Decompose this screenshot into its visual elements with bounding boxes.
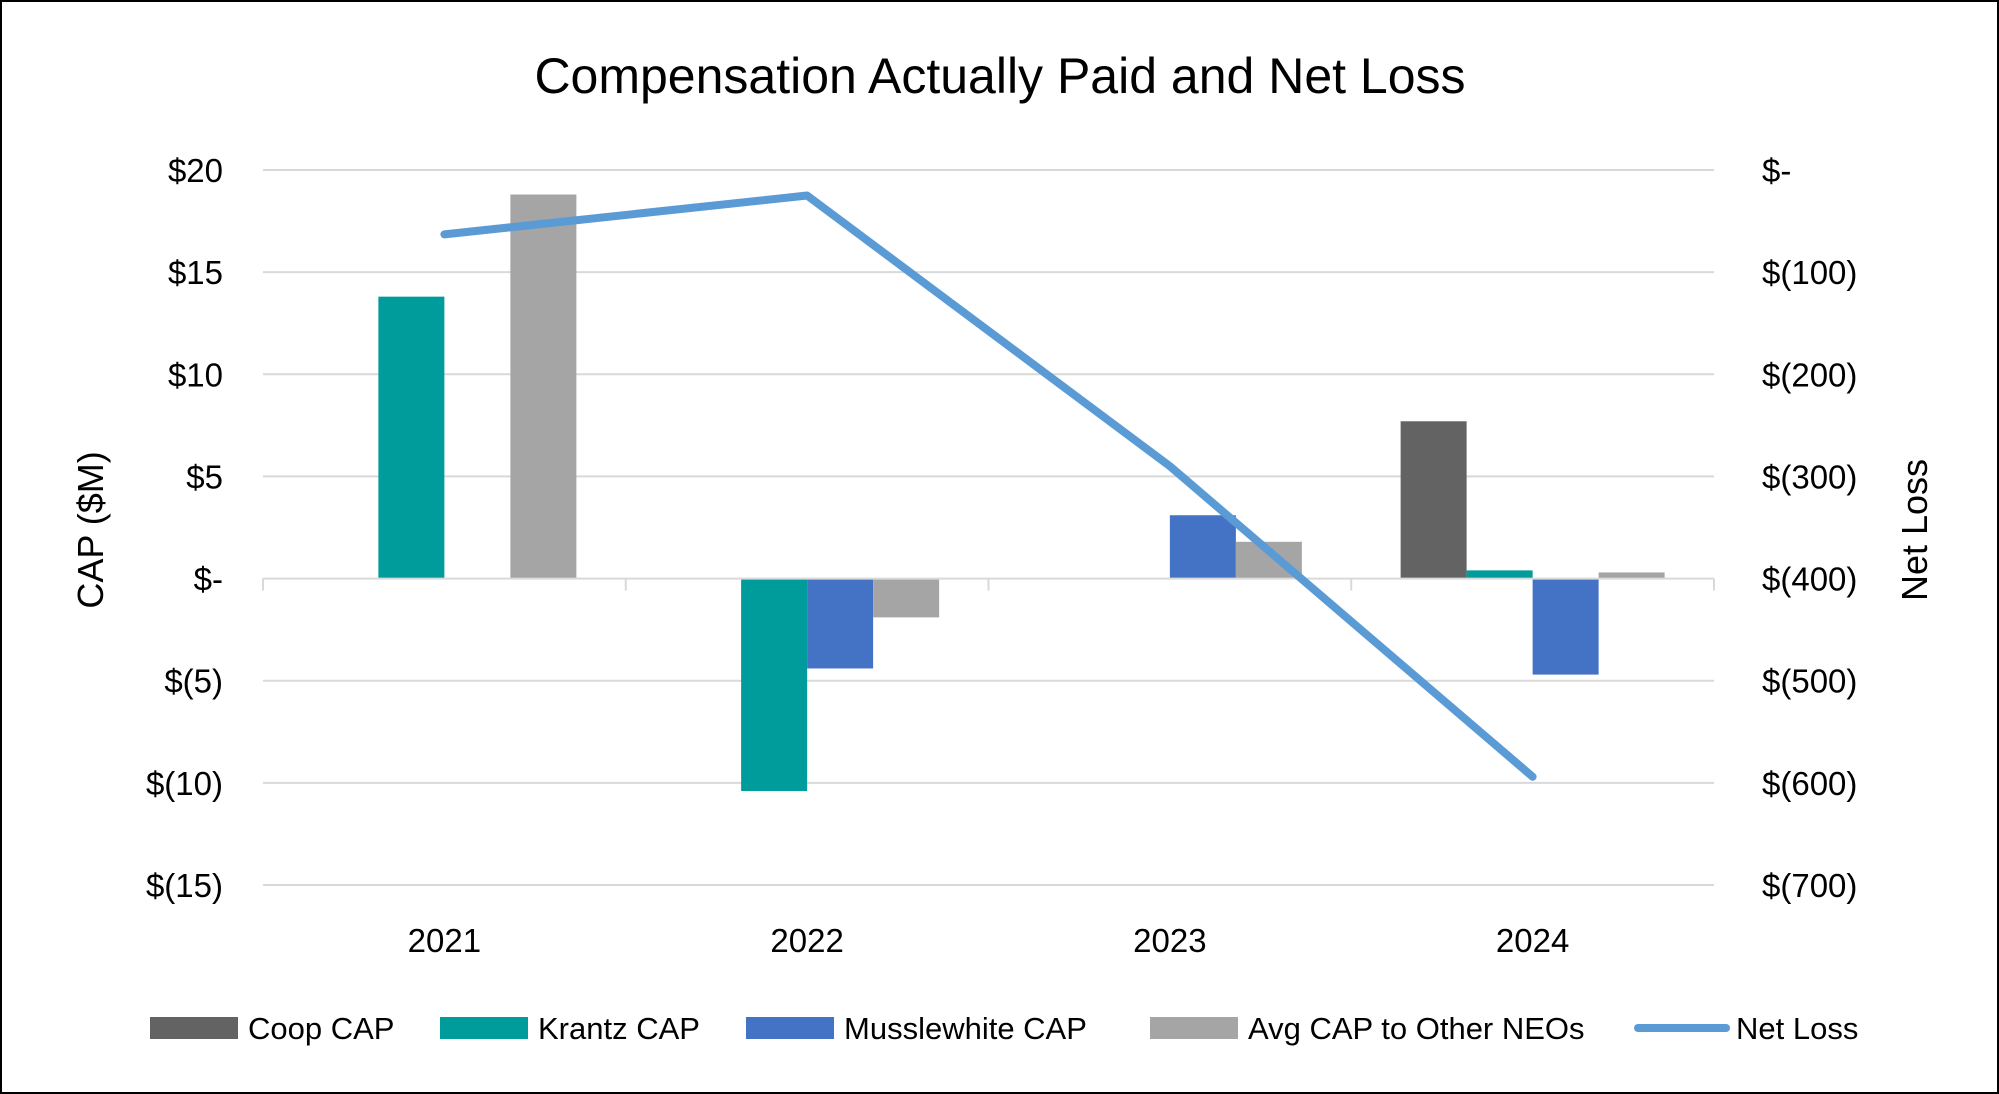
legend-swatch bbox=[440, 1017, 528, 1039]
line-series bbox=[440, 191, 1537, 781]
chart-title: Compensation Actually Paid and Net Loss bbox=[534, 48, 1465, 104]
axes: $20 $15 $10 $5 $- $(5) $(10) $(15) $- $(100) $(200… bbox=[146, 152, 1857, 959]
legend-label: Coop CAP bbox=[248, 1011, 394, 1046]
bar bbox=[510, 194, 577, 579]
legend-swatch bbox=[150, 1017, 238, 1039]
x-tick-label: 2022 bbox=[770, 922, 843, 959]
y2-tick-label: $(700) bbox=[1762, 867, 1857, 904]
bar bbox=[873, 578, 940, 618]
y-axis-label: CAP ($M) bbox=[70, 451, 111, 608]
y-tick-label: $15 bbox=[168, 254, 223, 291]
legend-label: Musslewhite CAP bbox=[844, 1011, 1087, 1046]
y-tick-label: $5 bbox=[186, 458, 223, 495]
y2-tick-label: $(300) bbox=[1762, 458, 1857, 495]
y-tick-label: $20 bbox=[168, 152, 223, 189]
legend-label: Net Loss bbox=[1736, 1011, 1858, 1046]
x-tick-label: 2023 bbox=[1133, 922, 1206, 959]
y2-tick-label: $(100) bbox=[1762, 254, 1857, 291]
y2-axis-label: Net Loss bbox=[1894, 459, 1935, 601]
legend: Coop CAP Krantz CAP Musslewhite CAP Avg CAP… bbox=[150, 1011, 1858, 1046]
y2-tick-label: $(500) bbox=[1762, 663, 1857, 700]
y-tick-label: $(10) bbox=[146, 765, 223, 802]
y-tick-label: $(5) bbox=[164, 663, 223, 700]
bar bbox=[741, 578, 808, 792]
bars bbox=[378, 194, 1665, 792]
gridlines bbox=[263, 169, 1714, 886]
y-tick-label: $10 bbox=[168, 356, 223, 393]
y2-tick-label: $(400) bbox=[1762, 561, 1857, 598]
legend-label: Krantz CAP bbox=[538, 1011, 700, 1046]
y-tick-label: $(15) bbox=[146, 867, 223, 904]
y2-tick-label: $(200) bbox=[1762, 356, 1857, 393]
y-tick-label: $- bbox=[194, 561, 223, 598]
bar bbox=[378, 296, 445, 579]
y2-tick-label: $(600) bbox=[1762, 765, 1857, 802]
net-loss-line bbox=[440, 191, 1537, 781]
x-tick-label: 2021 bbox=[408, 922, 481, 959]
bar bbox=[1400, 421, 1467, 579]
y2-tick-label: $- bbox=[1762, 152, 1791, 189]
bar bbox=[807, 578, 874, 669]
legend-label: Avg CAP to Other NEOs bbox=[1248, 1011, 1585, 1046]
legend-swatch bbox=[746, 1017, 834, 1039]
legend-swatch bbox=[1150, 1017, 1238, 1039]
bar bbox=[1466, 570, 1533, 579]
bar bbox=[1598, 572, 1665, 579]
bar bbox=[1169, 515, 1236, 579]
x-tick-label: 2024 bbox=[1496, 922, 1569, 959]
bar bbox=[1532, 578, 1599, 675]
